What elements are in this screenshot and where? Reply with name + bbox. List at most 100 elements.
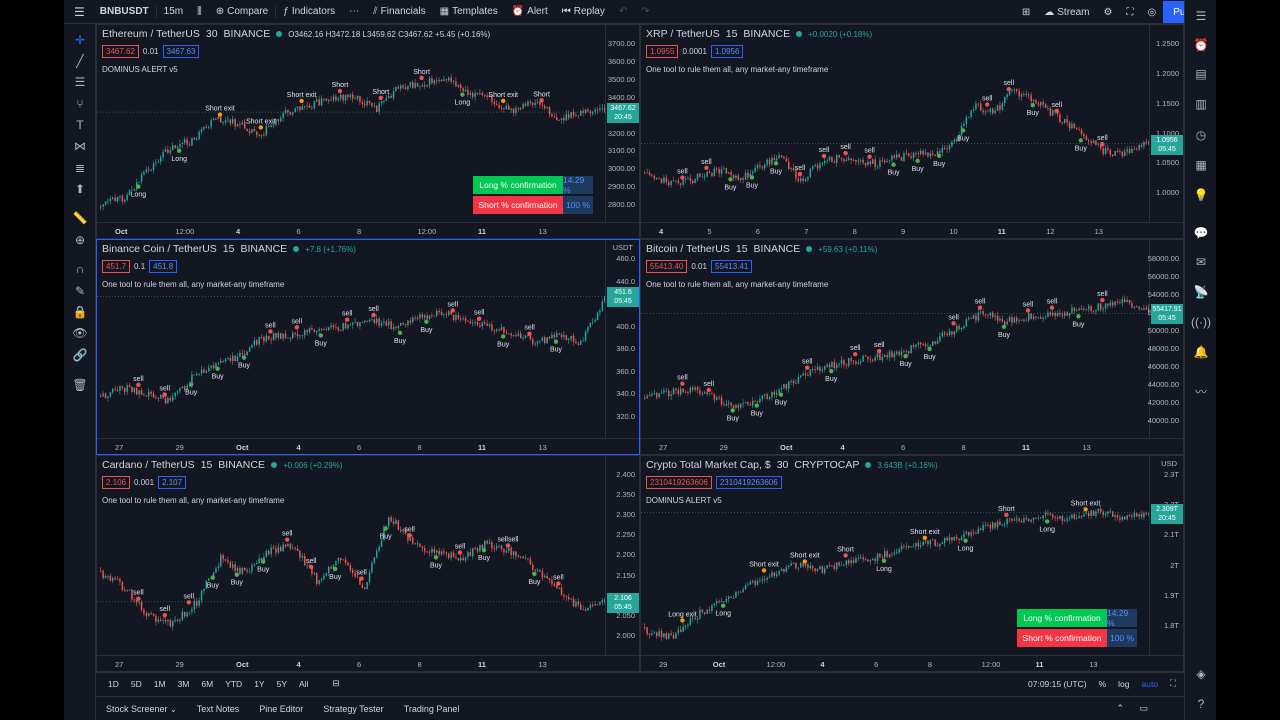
pattern-icon[interactable]: ⋈: [74, 139, 86, 153]
broadcast-icon[interactable]: 📡: [1193, 285, 1209, 299]
ask-value[interactable]: 55413.41: [710, 260, 753, 273]
chart-legend[interactable]: Cardano / TetherUS 15 BINANCE +0.006 (+0.29…: [102, 459, 343, 471]
indicator-name[interactable]: DOMINUS ALERT v5: [646, 496, 722, 505]
chat-icon[interactable]: 💬: [1193, 226, 1209, 240]
chart-pane[interactable]: sell sell Buy Buy Buy sell Buy sell sell Buy Buy se…: [640, 239, 1184, 455]
chart-pane[interactable]: Long exit Long Short exit Short exit Short Lo…: [640, 455, 1184, 672]
arrow-up-icon[interactable]: ⬆: [74, 182, 86, 196]
range-all[interactable]: All: [299, 678, 309, 689]
hotlist-icon[interactable]: ▥: [1195, 97, 1207, 111]
ask-value[interactable]: 451.8: [149, 260, 178, 273]
auto-toggle[interactable]: auto: [1141, 678, 1159, 689]
range-3m[interactable]: 3M: [177, 678, 190, 689]
price-axis[interactable]: 3700.003600.003500.003400.003300.003200.…: [605, 25, 639, 222]
time-axis[interactable]: 27 29 Oct 4 6 8 11 13: [641, 438, 1183, 454]
restore-icon[interactable]: ▭: [1139, 703, 1148, 713]
undo-button[interactable]: ↶: [612, 0, 634, 24]
bid-value[interactable]: 2310419263606: [646, 476, 712, 489]
interval-button[interactable]: 15m: [163, 6, 184, 17]
price-axis[interactable]: 2.4002.3502.3002.2502.2002.1502.1002.050…: [605, 456, 639, 655]
calendar-icon[interactable]: ▦: [1195, 158, 1207, 172]
collapse-icon[interactable]: ⌃: [1116, 703, 1124, 713]
chart-legend[interactable]: Crypto Total Market Cap, $30 CRYPTOCAP 3.6…: [646, 459, 938, 471]
price-axis[interactable]: 58000.0056000.0054000.0052000.0050000.00…: [1148, 240, 1183, 438]
chart-legend[interactable]: Ethereum / TetherUS 30 BINANCE O3462.16 H34…: [102, 28, 490, 40]
maximize-icon[interactable]: ⛶: [1170, 678, 1176, 688]
zoom-in-icon[interactable]: ⊕: [74, 233, 86, 247]
lock-icon[interactable]: 🔒: [72, 305, 88, 319]
indicators-button[interactable]: ƒ Indicators: [276, 0, 342, 24]
alert-button[interactable]: ⏰ Alert: [505, 0, 555, 24]
bid-value[interactable]: 451.7: [102, 260, 131, 273]
indicator-name[interactable]: One tool to rule them all, any market-an…: [102, 496, 285, 505]
ask-value[interactable]: 2.107: [158, 476, 187, 489]
clock-time[interactable]: 07:09:15 (UTC): [1028, 678, 1087, 689]
bid-value[interactable]: 55413.40: [646, 260, 688, 273]
price-axis[interactable]: 460.0440.0420.0400.0380.0360.0340.0320.0…: [605, 240, 639, 438]
range-1m[interactable]: 1M: [153, 678, 166, 689]
layout-button[interactable]: ⋯: [342, 0, 366, 24]
range-1y[interactable]: 1Y: [254, 678, 265, 689]
log-toggle[interactable]: log: [1118, 678, 1130, 689]
bell-icon[interactable]: 🔔: [1193, 345, 1209, 359]
tab-strategy-tester[interactable]: Strategy Tester: [323, 703, 384, 714]
data-window-icon[interactable]: ▤: [1195, 67, 1207, 81]
alerts-clock-icon[interactable]: ⏰: [1193, 38, 1209, 52]
chart-pane[interactable]: sell sell sell Buy Buy Buy sell sell Buy sell Buy s…: [96, 455, 640, 672]
time-axis[interactable]: 4 5 6 7 8 9 10 11 12 13: [641, 222, 1183, 238]
signal-icon[interactable]: ((·)): [1191, 315, 1211, 329]
bid-value[interactable]: 3467.62: [102, 45, 139, 58]
range-5y[interactable]: 5Y: [276, 678, 287, 689]
price-axis[interactable]: 1.2500 1.2000 1.1500 1.1000 1.0500 1.0000 1.09…: [1149, 25, 1183, 222]
text-icon[interactable]: T: [76, 118, 84, 132]
range-ytd[interactable]: YTD: [225, 678, 243, 689]
time-axis[interactable]: 27 29 Oct 4 6 8 11 13: [97, 655, 639, 671]
settings-button[interactable]: ⚙: [1096, 0, 1119, 24]
crosshair-icon[interactable]: ✛: [74, 33, 86, 47]
indicator-name[interactable]: One tool to rule them all, any market-an…: [646, 65, 829, 74]
financials-button[interactable]: ⫽ Financials: [366, 0, 433, 24]
range-1d[interactable]: 1D: [108, 678, 119, 689]
redo-button[interactable]: ↷: [634, 0, 656, 24]
ask-value[interactable]: 3467.63: [162, 45, 200, 58]
chart-pane[interactable]: sell sell Buy Buy Buy sell sell Buy sell sell Buy B…: [96, 239, 640, 455]
pulse-icon[interactable]: 〰: [1194, 384, 1207, 399]
fullscreen-button[interactable]: ⛶: [1119, 0, 1140, 24]
chart-legend[interactable]: XRP / TetherUS 15 BINANCE +0.0020 (+0.18%): [646, 28, 872, 40]
goto-date-button[interactable]: ⊟: [326, 678, 345, 689]
menu-button[interactable]: ☰: [64, 0, 93, 24]
bid-value[interactable]: 2.106: [102, 476, 131, 489]
trend-line-icon[interactable]: ╱: [76, 54, 84, 68]
trash-icon[interactable]: 🗑: [72, 378, 88, 392]
currency-label[interactable]: USDT: [612, 243, 633, 252]
time-axis[interactable]: Oct 12:00 4 6 8 12:00 11 13: [97, 222, 639, 238]
help-icon[interactable]: ?: [1197, 697, 1205, 711]
lightbulb-icon[interactable]: 💡: [1193, 188, 1209, 202]
watchlist-icon[interactable]: ☰: [1195, 9, 1207, 23]
stream-button[interactable]: ☁ Stream: [1037, 0, 1096, 24]
range-6m[interactable]: 6M: [201, 678, 214, 689]
chart-style-button[interactable]: ⫼: [190, 0, 209, 24]
chart-legend[interactable]: Bitcoin / TetherUS 15 BINANCE +59.63 (+0.11…: [646, 243, 877, 255]
ruler-icon[interactable]: 📏: [72, 211, 88, 225]
indicator-name[interactable]: DOMINUS ALERT v5: [102, 65, 178, 74]
pencil-lock-icon[interactable]: ✎: [74, 284, 86, 298]
symbol-search[interactable]: BNBUSDT: [99, 6, 149, 17]
ask-value[interactable]: 1.0956: [710, 45, 744, 58]
calendar-clock-icon[interactable]: ◷: [1195, 128, 1207, 142]
horizontal-lines-icon[interactable]: ☰: [74, 75, 86, 89]
messages-icon[interactable]: ✉: [1195, 255, 1207, 269]
chart-legend[interactable]: Binance Coin / TetherUS 15 BINANCE +7.8 (+1…: [102, 243, 356, 255]
percent-toggle[interactable]: %: [1098, 678, 1107, 689]
indicator-name[interactable]: One tool to rule them all, any market-an…: [102, 280, 285, 289]
layers-icon[interactable]: ◈: [1196, 667, 1206, 681]
currency-label[interactable]: USD: [1161, 459, 1177, 468]
eye-icon[interactable]: 👁: [72, 326, 88, 340]
snapshot-button[interactable]: ◎: [1140, 0, 1163, 24]
indicator-name[interactable]: One tool to rule them all, any market-an…: [646, 280, 829, 289]
tab-pine-editor[interactable]: Pine Editor: [259, 703, 304, 714]
compare-button[interactable]: ⊕ Compare: [209, 0, 276, 24]
tab-text-notes[interactable]: Text Notes: [196, 703, 240, 714]
time-axis[interactable]: 27 29 Oct 4 6 8 11 13: [97, 438, 639, 454]
